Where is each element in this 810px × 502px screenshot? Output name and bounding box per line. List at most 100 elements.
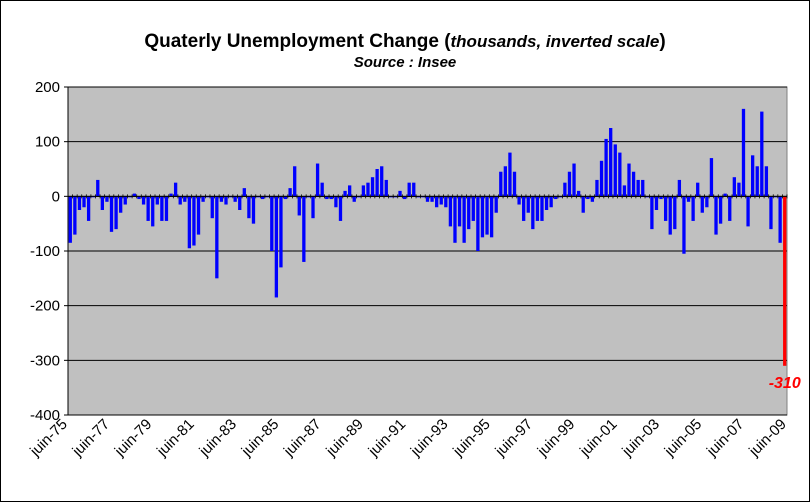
bar bbox=[654, 196, 659, 210]
bar bbox=[572, 163, 576, 197]
bar bbox=[293, 166, 297, 197]
bar bbox=[283, 196, 288, 200]
x-tick-label: juin-83 bbox=[195, 416, 240, 461]
bar bbox=[549, 196, 553, 208]
bar bbox=[370, 177, 375, 197]
x-tick-label: juin-03 bbox=[618, 416, 663, 461]
bar bbox=[109, 196, 114, 232]
bar bbox=[609, 128, 613, 197]
bar bbox=[631, 171, 636, 197]
y-tick-label: 0 bbox=[52, 188, 60, 205]
x-tick-label: juin-99 bbox=[534, 416, 579, 461]
bar bbox=[412, 182, 416, 197]
x-tick-label: juin-01 bbox=[576, 416, 621, 461]
y-tick-label: -200 bbox=[30, 298, 60, 315]
bar bbox=[348, 185, 352, 197]
bar bbox=[508, 152, 512, 197]
bar bbox=[471, 196, 475, 221]
x-tick-label: juin-09 bbox=[745, 416, 790, 461]
bar bbox=[567, 171, 572, 197]
bar bbox=[366, 182, 370, 197]
bar bbox=[627, 163, 631, 197]
bar bbox=[338, 196, 343, 221]
bar bbox=[320, 182, 324, 197]
bar bbox=[531, 196, 535, 230]
x-tick-label: juin-07 bbox=[703, 416, 748, 461]
bar bbox=[141, 196, 146, 205]
bar bbox=[123, 196, 127, 205]
bar bbox=[114, 196, 118, 230]
bar bbox=[173, 182, 178, 197]
bar bbox=[196, 196, 201, 235]
bar bbox=[302, 196, 306, 262]
bar bbox=[746, 196, 750, 227]
bar bbox=[581, 196, 585, 213]
bar bbox=[215, 196, 219, 279]
bar bbox=[119, 196, 123, 213]
bar bbox=[659, 196, 663, 200]
bar bbox=[169, 193, 173, 197]
bar bbox=[709, 158, 714, 197]
bar bbox=[576, 190, 581, 197]
bar bbox=[86, 196, 91, 221]
bar bbox=[705, 196, 709, 208]
bar bbox=[650, 196, 654, 230]
bar bbox=[769, 196, 773, 230]
highlight-bar bbox=[783, 196, 787, 366]
bar bbox=[297, 196, 301, 216]
bar bbox=[476, 196, 480, 251]
bar bbox=[586, 196, 590, 200]
bar bbox=[201, 196, 205, 202]
bar bbox=[407, 182, 411, 197]
bar bbox=[691, 196, 695, 221]
bar bbox=[219, 196, 224, 202]
bar bbox=[512, 171, 517, 197]
bar bbox=[764, 166, 769, 197]
bar bbox=[402, 196, 407, 200]
bar bbox=[343, 190, 347, 197]
bar bbox=[590, 196, 595, 202]
bar bbox=[192, 196, 196, 246]
bar bbox=[178, 196, 182, 205]
bar bbox=[595, 179, 599, 197]
bar bbox=[554, 196, 558, 200]
bar bbox=[155, 196, 159, 205]
bar bbox=[73, 196, 77, 235]
bar bbox=[718, 196, 723, 224]
bar bbox=[210, 196, 214, 219]
bar bbox=[334, 196, 338, 208]
chart-title-main: Quaterly Unemployment Change bbox=[144, 31, 439, 52]
y-axis: 200 100 0 -100 -200 -300 -400 bbox=[30, 79, 69, 424]
x-tick-label: juin-79 bbox=[111, 416, 156, 461]
bar bbox=[728, 196, 732, 221]
bar bbox=[146, 196, 150, 221]
bar bbox=[448, 196, 453, 227]
bar bbox=[444, 196, 448, 208]
bar bbox=[599, 160, 604, 197]
bar bbox=[755, 166, 759, 197]
bar bbox=[270, 196, 274, 251]
bar bbox=[535, 196, 540, 221]
chart-title: Quaterly Unemployment Change (thousands,… bbox=[0, 30, 810, 54]
bar bbox=[641, 179, 645, 197]
bar bbox=[622, 185, 627, 197]
x-tick-label: juin-05 bbox=[661, 416, 706, 461]
bar bbox=[100, 196, 104, 210]
bar bbox=[375, 169, 379, 197]
chart-title-paren-close: ) bbox=[659, 31, 666, 52]
bar bbox=[751, 155, 755, 197]
bar bbox=[151, 196, 155, 227]
bar bbox=[439, 196, 443, 205]
bar bbox=[517, 196, 521, 205]
bar bbox=[329, 196, 333, 200]
bar bbox=[224, 196, 228, 205]
bar bbox=[494, 196, 498, 213]
x-tick-label: juin-93 bbox=[407, 416, 452, 461]
bar bbox=[105, 196, 109, 202]
bar bbox=[480, 196, 485, 238]
bar bbox=[760, 111, 764, 197]
highlight-label: -310 bbox=[769, 375, 801, 392]
bar bbox=[696, 182, 700, 197]
bar bbox=[741, 108, 746, 197]
